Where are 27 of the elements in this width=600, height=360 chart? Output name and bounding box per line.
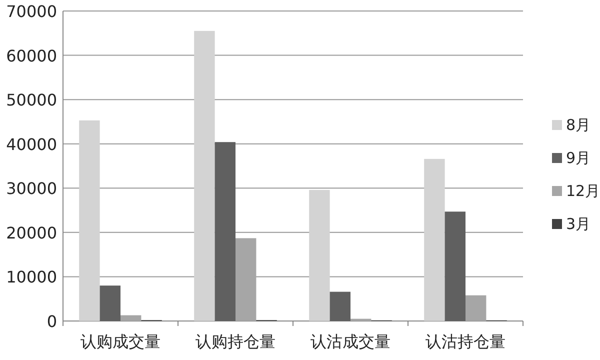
legend-label: 9月 bbox=[566, 149, 591, 167]
y-tick-label: 70000 bbox=[6, 2, 57, 21]
x-tick-label: 认购成交量 bbox=[80, 332, 160, 351]
bar bbox=[100, 286, 120, 321]
y-tick-label: 50000 bbox=[6, 90, 57, 110]
y-tick-label: 10000 bbox=[6, 268, 57, 287]
bar bbox=[120, 315, 142, 321]
bar bbox=[309, 190, 330, 321]
x-tick-label: 认购持仓量 bbox=[196, 332, 276, 351]
legend-label: 8月 bbox=[566, 116, 591, 134]
x-tick-label: 认沽持仓量 bbox=[426, 332, 506, 351]
legend-label: 12月 bbox=[566, 182, 600, 200]
y-tick-label: 0 bbox=[46, 312, 57, 331]
bar bbox=[214, 142, 236, 321]
bar bbox=[424, 158, 445, 321]
bar bbox=[330, 292, 350, 321]
bar bbox=[79, 120, 100, 321]
y-tick-label: 40000 bbox=[6, 134, 57, 154]
y-tick-label: 60000 bbox=[6, 46, 57, 66]
y-tick-label: 20000 bbox=[6, 223, 57, 242]
y-tick-label: 30000 bbox=[6, 179, 57, 198]
legend-label: 3月 bbox=[566, 215, 591, 233]
bar bbox=[444, 212, 466, 321]
bar bbox=[236, 238, 256, 321]
bar bbox=[466, 295, 486, 321]
bar bbox=[194, 30, 215, 321]
x-tick-label: 认沽成交量 bbox=[310, 332, 390, 351]
